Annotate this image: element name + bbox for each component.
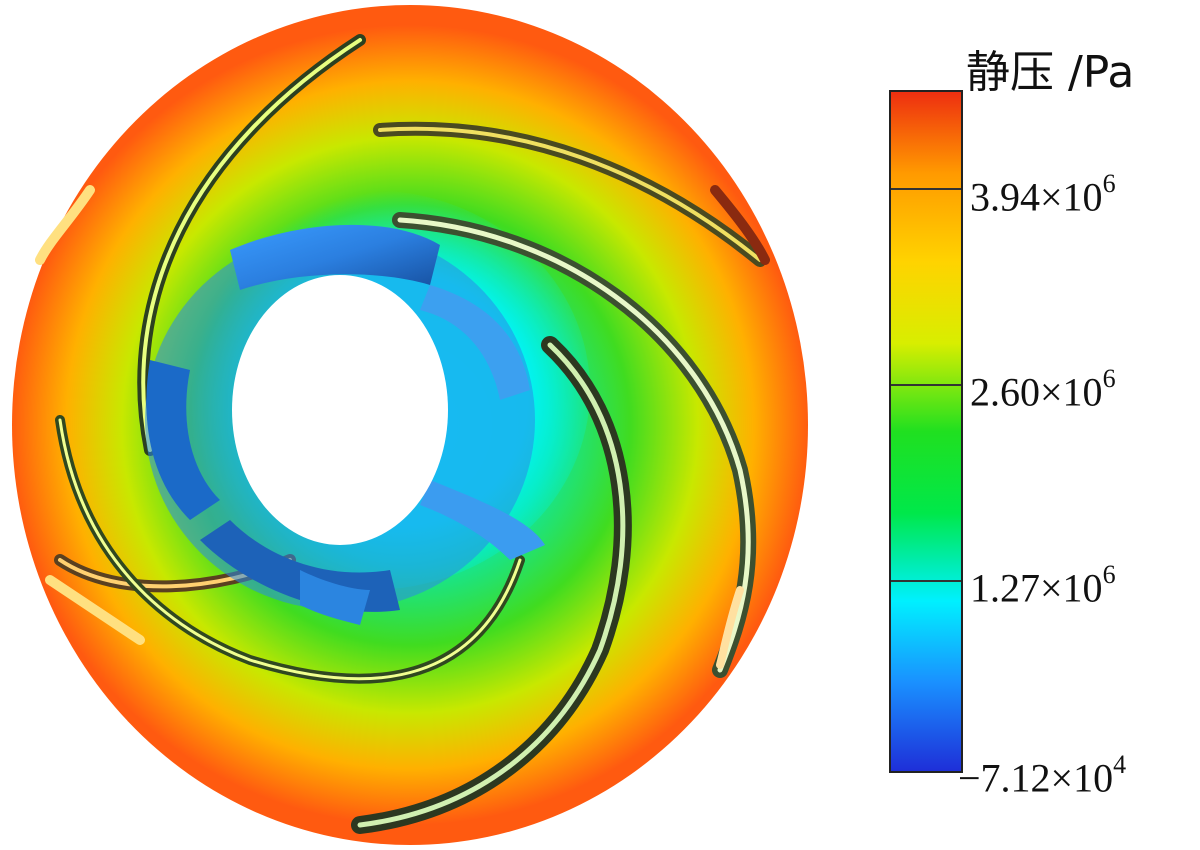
impeller-pressure-contour bbox=[12, 5, 808, 845]
legend-title: 静压 /Pa bbox=[966, 47, 1135, 98]
impeller-bore bbox=[232, 275, 448, 545]
colorbar-label-2: 2.60×106 bbox=[970, 364, 1116, 415]
pressure-colorbar bbox=[889, 90, 963, 773]
colorbar-label-3: 1.27×106 bbox=[970, 560, 1116, 611]
colorbar-label-4: −7.12×104 bbox=[958, 750, 1127, 801]
colorbar-tick-line bbox=[891, 580, 961, 582]
colorbar-label-1: 3.94×106 bbox=[970, 169, 1116, 220]
colorbar-tick-line bbox=[891, 384, 961, 386]
splitter-blades bbox=[35, 185, 770, 669]
colorbar-tick-line bbox=[891, 188, 961, 190]
